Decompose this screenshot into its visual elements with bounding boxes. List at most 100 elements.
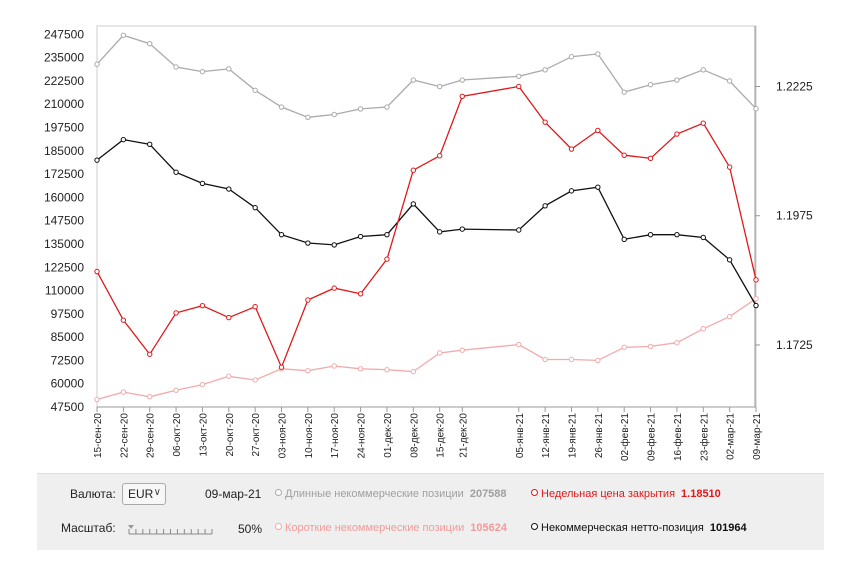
net-series-point <box>647 231 654 238</box>
long-series-point <box>410 77 417 83</box>
legend-close-marker-icon <box>531 489 538 496</box>
short-series-point <box>674 340 680 346</box>
close-series-point <box>331 285 337 291</box>
close-series-point <box>568 146 575 152</box>
x-tick-label: 02-фев-21 <box>619 413 631 461</box>
long-series-point <box>199 68 206 75</box>
legend-close[interactable]: Недельная цена закрытия 1.18510 <box>531 488 721 500</box>
x-tick-label: 19-янв-21 <box>567 413 578 459</box>
x-tick-label: 29-сен-20 <box>146 413 157 458</box>
left-tick-label: 172500 <box>44 167 84 181</box>
short-series-point <box>305 367 311 374</box>
x-tick-label: 20-окт-20 <box>225 413 236 457</box>
scale-label: Масштаб: <box>61 521 116 535</box>
legend-short-label: Короткие некоммерческие позиции <box>285 522 465 534</box>
left-tick-label: 185000 <box>44 144 84 158</box>
left-tick-label: 247500 <box>44 27 84 41</box>
long-series-point <box>726 78 733 84</box>
close-series-point <box>305 297 311 303</box>
close-series-point <box>621 152 627 158</box>
controls-panel <box>37 473 824 550</box>
net-series-point <box>331 242 337 248</box>
long-series-point <box>120 32 127 39</box>
currency-select-value: EUR <box>128 487 154 501</box>
close-series-point <box>595 127 601 134</box>
currency-select[interactable]: EUR ∨ <box>122 483 166 505</box>
short-series <box>94 296 759 403</box>
x-tick-label: 24-ноя-20 <box>357 413 368 459</box>
short-series-point <box>436 350 443 356</box>
left-tick-label: 122500 <box>44 260 84 274</box>
long-series-point <box>595 51 601 57</box>
current-date: 09-мар-21 <box>205 487 262 501</box>
scale-slider-handle[interactable] <box>128 525 134 529</box>
short-series-point <box>226 373 232 379</box>
close-series-point <box>516 83 522 90</box>
legend-long[interactable]: Длинные некоммерческие позиции 207588 <box>275 488 507 500</box>
long-series-point <box>357 106 364 112</box>
short-series-point <box>384 367 390 373</box>
currency-label: Валюта: <box>70 487 116 501</box>
long-series-point <box>147 40 153 47</box>
legend-short[interactable]: Короткие некоммерческие позиции 105624 <box>275 522 507 534</box>
short-series-point <box>516 341 522 348</box>
net-series-point <box>700 234 706 241</box>
long-series-point <box>568 54 575 60</box>
short-series-point <box>700 326 706 332</box>
left-axis: 47500 60000 72500 85000 97500 110000 122500 135… <box>44 27 84 414</box>
net-series-point <box>753 302 759 309</box>
long-series-point <box>700 67 706 73</box>
long-series-point <box>278 104 285 110</box>
close-series-point <box>436 153 443 159</box>
left-tick-label: 147500 <box>44 214 84 228</box>
net-series-point <box>410 201 417 207</box>
scale-slider[interactable] <box>128 525 214 535</box>
long-series-point <box>305 114 311 120</box>
close-series-point <box>120 317 127 323</box>
x-tick-label: 13-окт-20 <box>198 413 209 457</box>
x-tick-label: 10-ноя-20 <box>304 413 315 459</box>
net-series-point <box>436 229 443 235</box>
net-series-point <box>278 231 285 238</box>
right-tick-label: 1.1975 <box>776 209 813 223</box>
x-tick-label: 23-фев-21 <box>698 413 710 461</box>
x-tick-label: 05-янв-21 <box>515 413 526 459</box>
long-series-point <box>436 83 443 90</box>
x-tick-label: 15-сен-20 <box>93 413 104 458</box>
x-tick-label: 09-фев-21 <box>646 413 658 461</box>
long-series-point <box>331 111 337 118</box>
net-series-point <box>199 180 206 187</box>
x-tick-label: 22-сен-20 <box>119 413 130 458</box>
close-series-point <box>700 120 706 126</box>
legend-net-marker-icon <box>531 523 538 530</box>
chevron-down-icon: ∨ <box>153 487 161 498</box>
short-series-point <box>120 389 127 395</box>
x-tick-label: 27-окт-20 <box>251 413 262 457</box>
short-series-line <box>96 298 757 401</box>
net-series-point <box>621 236 627 243</box>
close-series-point <box>384 256 390 262</box>
long-series-point <box>384 104 390 110</box>
left-tick-label: 210000 <box>44 97 84 111</box>
long-series-point <box>542 67 548 73</box>
net-series-point <box>357 233 364 240</box>
long-series-point <box>459 77 465 83</box>
long-series-point <box>94 61 100 67</box>
net-series-point <box>516 227 522 233</box>
short-series-point <box>753 296 759 302</box>
close-series-point <box>542 119 548 125</box>
legend-long-marker-icon <box>275 489 282 496</box>
close-series-point <box>357 291 364 297</box>
net-series-point <box>595 184 601 190</box>
close-series-line <box>96 85 757 369</box>
close-series-point <box>147 351 153 357</box>
long-series-point <box>173 64 179 70</box>
x-tick-label: 26-янв-21 <box>594 413 605 459</box>
scale-value: 50% <box>238 522 263 536</box>
legend-net[interactable]: Некоммерческая нетто-позиция 101964 <box>531 522 747 534</box>
net-series-point <box>542 203 548 209</box>
long-series-point <box>647 81 654 88</box>
short-series-point <box>147 394 153 400</box>
legend-short-marker-icon <box>275 523 282 530</box>
x-tick-label: 06-окт-20 <box>172 413 183 457</box>
